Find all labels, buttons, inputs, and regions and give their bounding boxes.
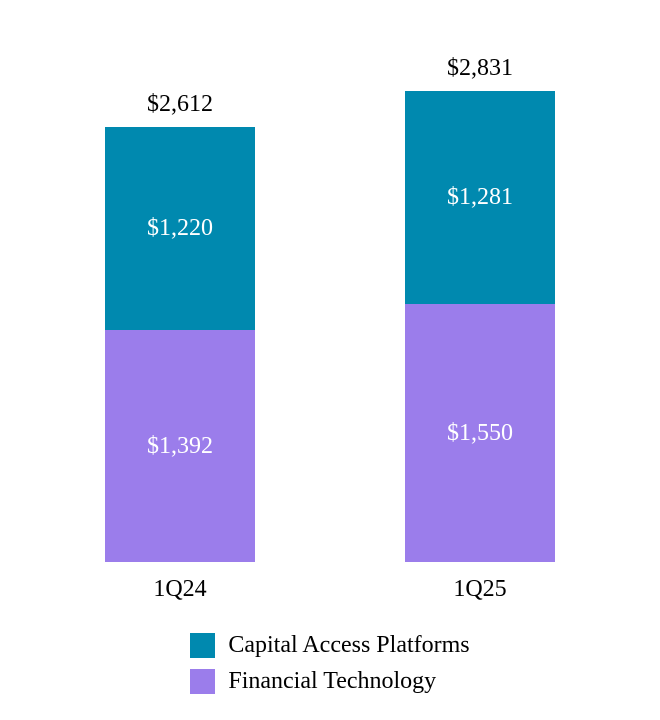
bar-total-label: $2,831 [447,55,513,81]
legend-swatch-icon [190,633,216,658]
bar-segment: $1,220 [105,127,255,330]
bar-total-label: $2,612 [147,91,213,117]
bar: $1,281 $1,550 [405,91,555,562]
legend: Capital Access Platforms Financial Techno… [190,632,470,695]
x-axis-label: 1Q25 [453,576,507,602]
segment-value-label: $1,550 [447,419,513,446]
bar-group: $2,831 $1,281 $1,550 1Q25 [405,55,555,606]
bar-segment: $1,550 [405,304,555,562]
segment-value-label: $1,220 [147,215,213,241]
segment-value-label: $1,392 [147,432,213,459]
bars: $2,612 $1,220 $1,392 1Q24 $2,831 $1,281 $1,550… [105,55,555,606]
legend-item: Financial Technology [190,668,436,695]
bar-segment: $1,392 [105,330,255,562]
x-axis-label: 1Q24 [153,576,207,602]
segment-value-label: $1,281 [447,184,513,210]
bar-group: $2,612 $1,220 $1,392 1Q24 [105,91,255,606]
legend-item: Capital Access Platforms [190,632,470,659]
legend-label: Financial Technology [228,668,437,694]
bar: $1,220 $1,392 [105,127,255,562]
legend-swatch-icon [190,669,216,694]
bar-segment: $1,281 [405,91,555,304]
legend-label: Capital Access Platforms [228,632,470,658]
